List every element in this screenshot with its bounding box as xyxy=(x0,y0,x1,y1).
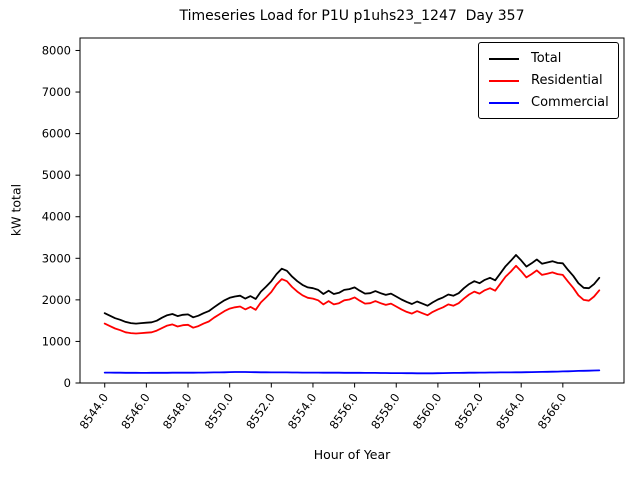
legend-label: Total xyxy=(531,51,562,66)
x-tick-label: 8564.0 xyxy=(493,391,528,432)
x-tick-label: 8556.0 xyxy=(327,391,362,432)
series-line-commercial xyxy=(103,369,601,375)
legend-line-swatch xyxy=(489,57,519,60)
y-axis-label: kW total xyxy=(8,183,24,237)
y-tick-label: 4000 xyxy=(42,210,71,224)
y-tick-label: 7000 xyxy=(42,85,71,99)
legend-label: Residential xyxy=(531,73,603,88)
legend: Total Residential Commercial xyxy=(478,42,619,119)
series-line-total xyxy=(103,254,601,325)
x-axis-label: Hour of Year xyxy=(313,447,391,462)
x-tick-label: 8548.0 xyxy=(160,391,195,432)
y-tick-label: 6000 xyxy=(42,127,71,141)
legend-line-swatch xyxy=(489,79,519,82)
y-tick-label: 2000 xyxy=(42,293,71,307)
legend-label: Commercial xyxy=(531,95,609,110)
chart-title: Timeseries Load for P1U p1uhs23_1247 Day… xyxy=(179,8,525,24)
x-tick-label: 8550.0 xyxy=(202,391,237,432)
axes-frame xyxy=(79,37,625,384)
y-tick-label: 5000 xyxy=(42,168,71,182)
x-tick-label: 8558.0 xyxy=(368,391,403,432)
x-tick-label: 8544.0 xyxy=(77,391,112,432)
series-line-residential xyxy=(103,264,601,335)
y-tick-label: 0 xyxy=(64,376,71,390)
y-tick-label: 8000 xyxy=(42,43,71,57)
y-tick-label: 3000 xyxy=(42,251,71,265)
x-tick-label: 8552.0 xyxy=(243,391,278,432)
x-tick-label: 8560.0 xyxy=(410,391,445,432)
x-tick-label: 8566.0 xyxy=(535,391,570,432)
legend-line-swatch xyxy=(489,101,519,104)
legend-item-commercial: Commercial xyxy=(489,95,609,110)
x-tick-label: 8546.0 xyxy=(118,391,153,432)
legend-item-residential: Residential xyxy=(489,73,608,88)
x-tick-label: 8554.0 xyxy=(285,391,320,432)
y-tick-label: 1000 xyxy=(42,334,71,348)
x-tick-label: 8562.0 xyxy=(451,391,486,432)
legend-item-total: Total xyxy=(489,51,608,66)
